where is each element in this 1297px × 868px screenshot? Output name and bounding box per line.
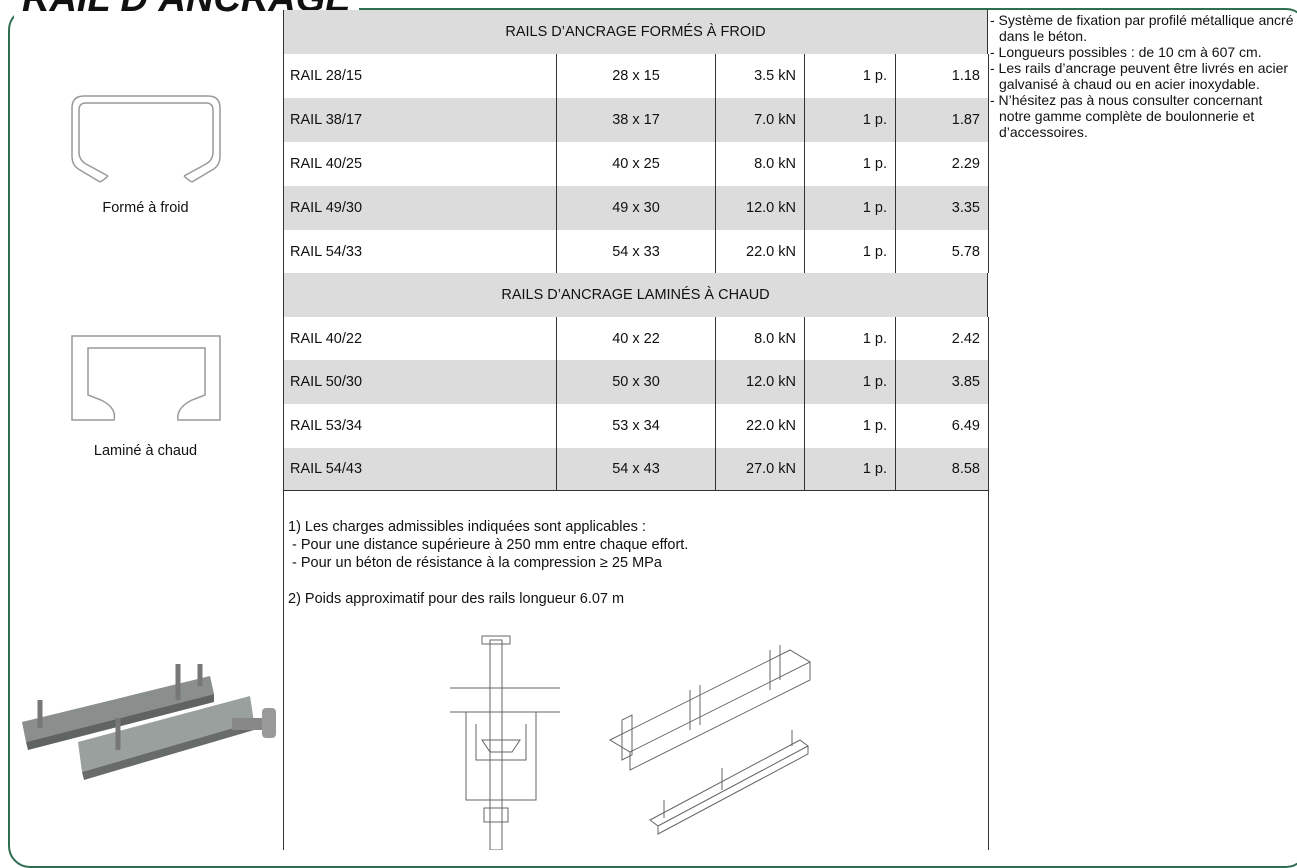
figure-label: Formé à froid bbox=[102, 200, 189, 216]
footnote: 2) Poids approximatif pour des rails lon… bbox=[288, 591, 625, 607]
table-cell: 1 p. bbox=[804, 98, 896, 142]
page: RAIL D’ANCRAGE Formé à froid Laminé à ch… bbox=[8, 0, 1297, 868]
note: - N’hésitez pas à nous consulter concern… bbox=[990, 92, 1263, 140]
footnotes: 1) Les charges admissibles indiquées son… bbox=[288, 518, 688, 608]
note: - Les rails d’ancrage peuvent être livré… bbox=[990, 60, 1289, 92]
table-cell: 1 p. bbox=[804, 186, 896, 230]
table-cell: 22.0 kN bbox=[715, 404, 805, 448]
table-cell: 22.0 kN bbox=[715, 230, 805, 273]
table-cell: RAIL 49/30 bbox=[283, 186, 557, 230]
table-cell: 1 p. bbox=[804, 54, 896, 98]
table-cell: RAIL 38/17 bbox=[283, 98, 557, 142]
table-cell: RAIL 54/33 bbox=[283, 230, 557, 273]
table-cell: 1 p. bbox=[804, 317, 896, 360]
table-cell: 27.0 kN bbox=[715, 448, 805, 490]
table-cell: 53 x 34 bbox=[556, 404, 716, 448]
table-cell: 8.58 bbox=[895, 448, 989, 490]
table-cell: 12.0 kN bbox=[715, 186, 805, 230]
page-title: RAIL D’ANCRAGE bbox=[14, 0, 359, 18]
table-cell: 1 p. bbox=[804, 360, 896, 404]
table-cell: 54 x 43 bbox=[556, 448, 716, 490]
section-header: RAILS D’ANCRAGE FORMÉS À FROID bbox=[283, 10, 988, 54]
table-cell: 40 x 22 bbox=[556, 317, 716, 360]
table-cell: 1.87 bbox=[895, 98, 989, 142]
table-cell: 3.35 bbox=[895, 186, 989, 230]
section-header: RAILS D’ANCRAGE LAMINÉS À CHAUD bbox=[283, 273, 988, 317]
table-cell: 6.49 bbox=[895, 404, 989, 448]
table-cell: 1 p. bbox=[804, 230, 896, 273]
footnote: 1) Les charges admissibles indiquées son… bbox=[288, 519, 646, 535]
table-cell: 2.42 bbox=[895, 317, 989, 360]
table-cell: 12.0 kN bbox=[715, 360, 805, 404]
footnote: - Pour un béton de résistance à la compr… bbox=[288, 555, 662, 571]
table-cell: 28 x 15 bbox=[556, 54, 716, 98]
table-cell: 1.18 bbox=[895, 54, 989, 98]
table-cell: 40 x 25 bbox=[556, 142, 716, 186]
table-cell: 3.5 kN bbox=[715, 54, 805, 98]
footnote: - Pour une distance supérieure à 250 mm … bbox=[288, 537, 689, 553]
table-cell: RAIL 40/22 bbox=[283, 317, 557, 360]
table-cell: 5.78 bbox=[895, 230, 989, 273]
note: - Longueurs possibles : de 10 cm à 607 c… bbox=[990, 44, 1262, 60]
table-cell: 1 p. bbox=[804, 448, 896, 490]
note: - Système de fixation par profilé métall… bbox=[990, 12, 1294, 44]
illustrations bbox=[22, 95, 812, 850]
table-cell: RAIL 28/15 bbox=[283, 54, 557, 98]
table-cell: RAIL 54/43 bbox=[283, 448, 557, 490]
table-cell: 1 p. bbox=[804, 142, 896, 186]
rail-photo bbox=[22, 664, 276, 780]
table-cell: 50 x 30 bbox=[556, 360, 716, 404]
table-cell: 8.0 kN bbox=[715, 317, 805, 360]
cold-profile bbox=[71, 95, 221, 183]
table-cell: RAIL 50/30 bbox=[283, 360, 557, 404]
table-cell: 3.85 bbox=[895, 360, 989, 404]
notes: - Système de fixation par profilé métall… bbox=[990, 12, 1295, 140]
table-rule bbox=[283, 490, 989, 850]
table-cell: 38 x 17 bbox=[556, 98, 716, 142]
table-cell: 8.0 kN bbox=[715, 142, 805, 186]
table-cell: 1 p. bbox=[804, 404, 896, 448]
table-cell: 49 x 30 bbox=[556, 186, 716, 230]
table-cell: 7.0 kN bbox=[715, 98, 805, 142]
table-cell: RAIL 53/34 bbox=[283, 404, 557, 448]
technical-drawings bbox=[450, 635, 812, 850]
table-cell: 2.29 bbox=[895, 142, 989, 186]
hot-profile bbox=[71, 335, 221, 421]
table-cell: 54 x 33 bbox=[556, 230, 716, 273]
figure-label: Laminé à chaud bbox=[93, 443, 198, 459]
table-cell: RAIL 40/25 bbox=[283, 142, 557, 186]
